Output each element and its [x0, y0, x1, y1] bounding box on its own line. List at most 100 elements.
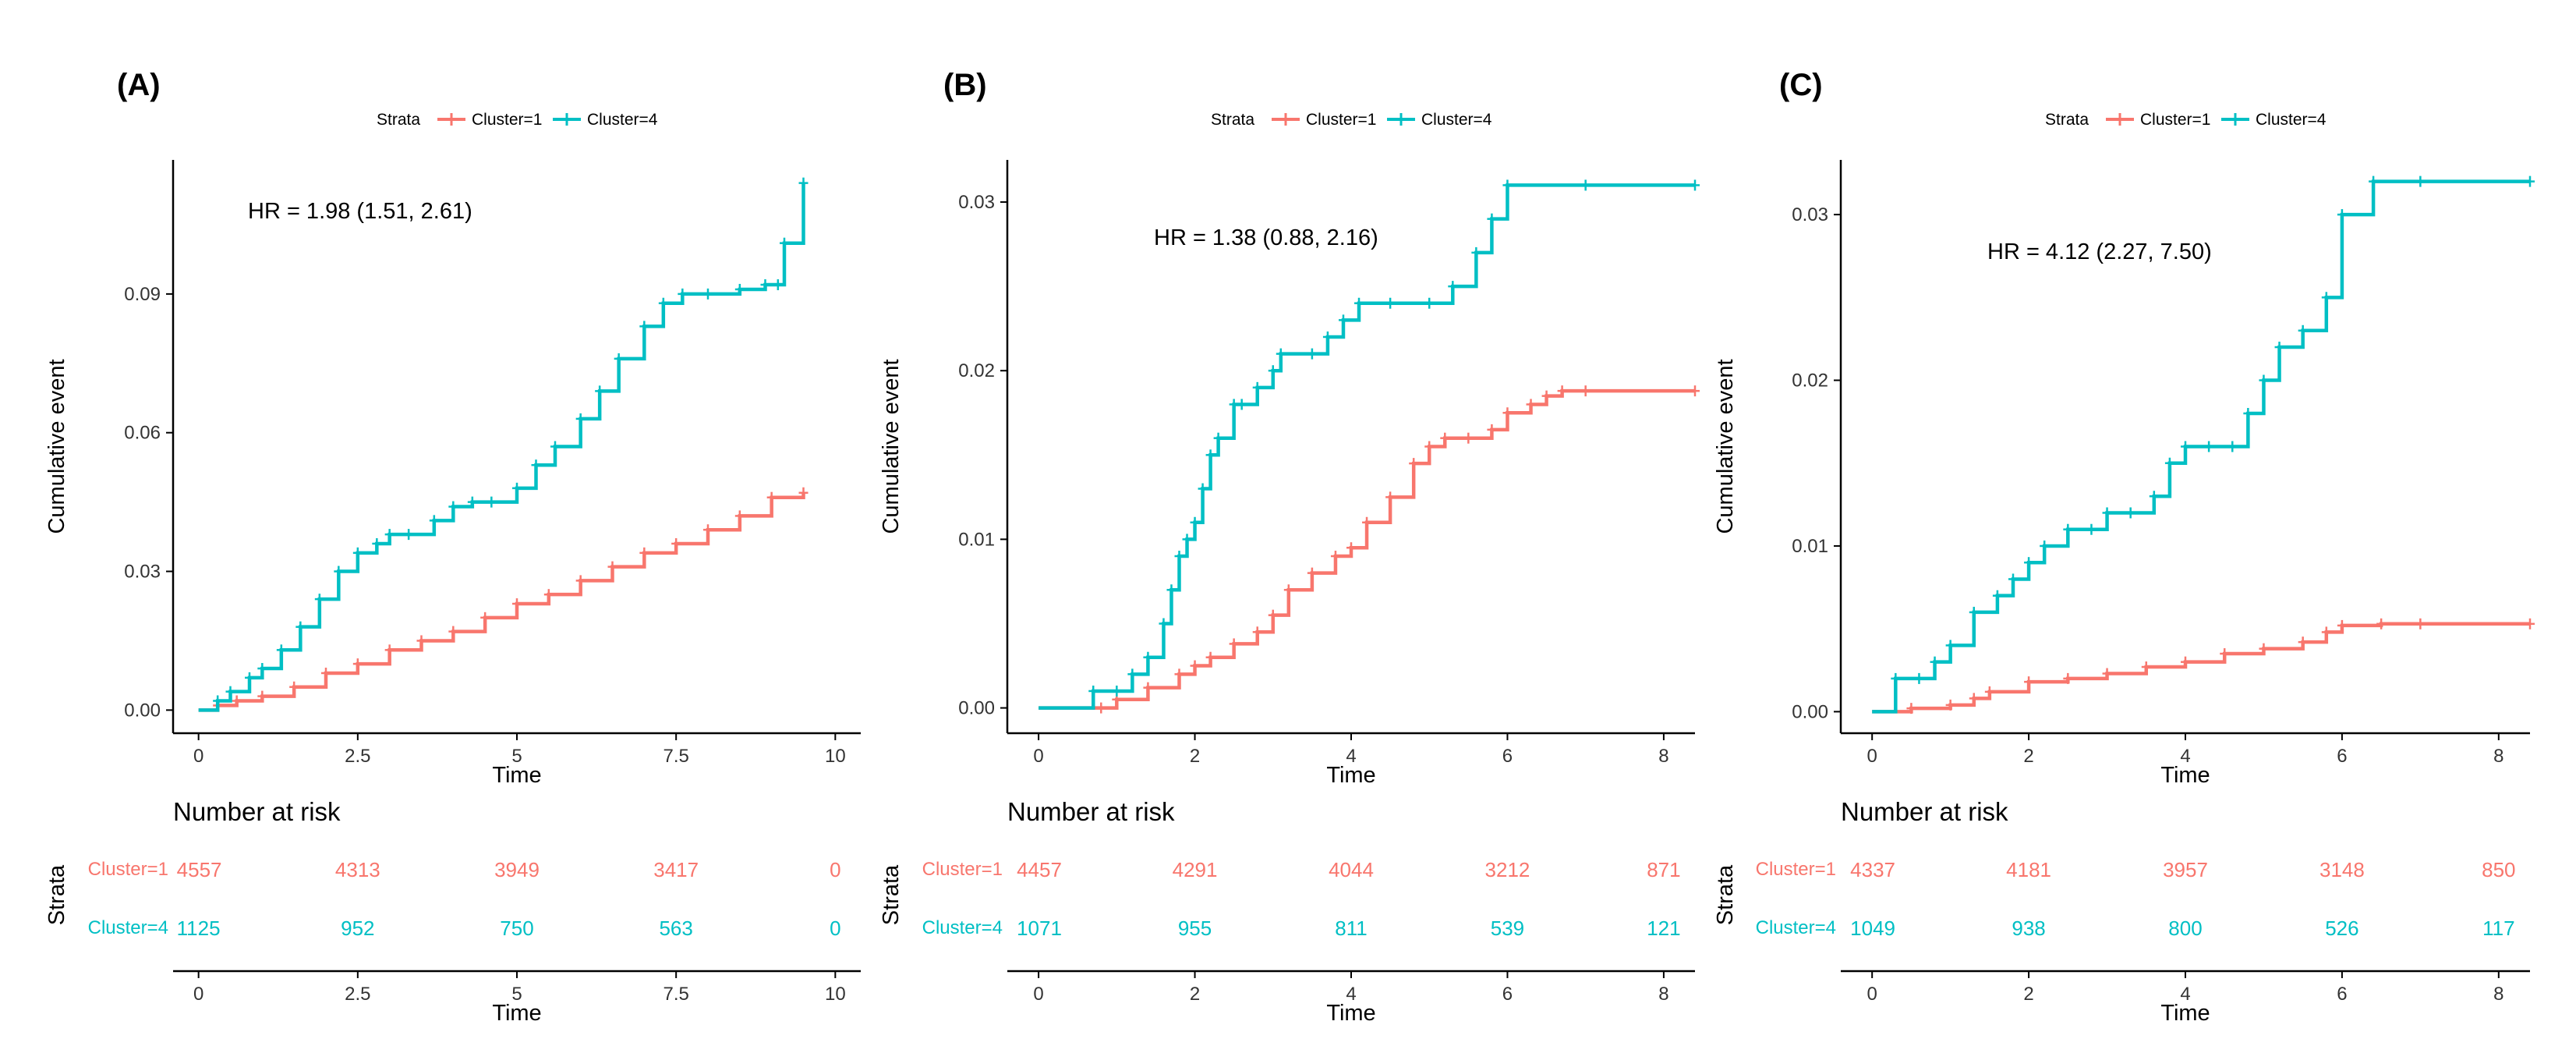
risk-count: 938 [2012, 917, 2045, 940]
x-axis-title: Time [492, 763, 541, 788]
series-cluster-1 [1872, 618, 2535, 714]
risk-x-axis-title: Time [492, 1001, 541, 1026]
legend-entry: Cluster=4 [1421, 111, 1492, 129]
survival-step-line [1039, 183, 1695, 710]
y-tick-label: 0.01 [1792, 536, 1828, 557]
x-tick-label: 2 [1190, 746, 1200, 767]
risk-count: 800 [2168, 917, 2202, 940]
risk-x-tick-label: 0 [193, 984, 203, 1005]
legend-entry: Cluster=4 [587, 111, 658, 129]
risk-x-tick-label: 0 [1867, 984, 1877, 1005]
survival-step-line [198, 492, 805, 712]
hazard-ratio-annotation: HR = 1.98 (1.51, 2.61) [248, 199, 472, 224]
y-axis-title: Cumulative event [879, 359, 904, 534]
y-axis-title: Cumulative event [44, 359, 69, 534]
risk-table-y-title: Strata [44, 864, 69, 925]
risk-x-tick-label: 4 [2180, 984, 2190, 1005]
risk-table: Number at risk Cluster=1 4337 4181 3957 3148 8… [1713, 797, 2530, 1026]
y-tick-label: 0.00 [958, 698, 995, 719]
legend: Strata Cluster=1 Cluster=4 [1211, 111, 1492, 129]
x-tick-label: 8 [1658, 746, 1668, 767]
y-tick-label: 0.09 [124, 284, 161, 305]
risk-x-tick-label: 7.5 [663, 984, 688, 1005]
risk-x-tick-label: 8 [2493, 984, 2503, 1005]
risk-row-label: Cluster=1 [922, 859, 1003, 880]
y-axis-title: Cumulative event [1713, 359, 1738, 534]
legend: Strata Cluster=1 Cluster=4 [377, 111, 658, 129]
risk-count: 563 [659, 917, 692, 940]
risk-row-label: Cluster=4 [88, 917, 168, 938]
x-tick-label: 5 [511, 746, 522, 767]
risk-count: 955 [1178, 917, 1212, 940]
x-tick-label: 8 [2493, 746, 2503, 767]
y-tick-label: 0.01 [958, 529, 995, 550]
risk-row-label: Cluster=4 [922, 917, 1003, 938]
survival-step-line [1039, 388, 1695, 710]
risk-table: Number at risk Cluster=1 4457 4291 4044 3212 8… [879, 797, 1695, 1026]
x-tick-label: 0 [1867, 746, 1877, 767]
risk-row-label: Cluster=1 [88, 859, 168, 880]
x-axis-title: Time [1326, 763, 1375, 788]
y-tick-label: 0.06 [124, 423, 161, 444]
risk-row-label: Cluster=1 [1756, 859, 1836, 880]
risk-count: 850 [2482, 858, 2515, 881]
x-tick-label: 2.5 [345, 746, 370, 767]
x-tick-label: 7.5 [663, 746, 688, 767]
risk-x-tick-label: 0 [1033, 984, 1043, 1005]
risk-count: 952 [341, 917, 374, 940]
legend-entry: Cluster=1 [472, 111, 542, 129]
risk-count: 3212 [1485, 858, 1530, 881]
risk-count: 1125 [177, 917, 221, 940]
series-cluster-4 [198, 177, 809, 712]
risk-count: 1071 [1017, 917, 1062, 940]
risk-count: 3417 [653, 858, 699, 881]
y-tick-label: 0.03 [1792, 204, 1828, 225]
legend-entry: Cluster=1 [1306, 111, 1376, 129]
risk-count: 4337 [1850, 858, 1895, 881]
series-cluster-1 [198, 487, 809, 712]
risk-count: 871 [1647, 858, 1680, 881]
x-axis-title: Time [2160, 763, 2210, 788]
risk-count: 4291 [1173, 858, 1218, 881]
panel-label: (B) [943, 68, 987, 102]
risk-table: Number at risk Cluster=1 4557 4313 3949 3417 0… [44, 797, 861, 1026]
legend-title: Strata [2045, 111, 2089, 129]
panel-label: (A) [117, 68, 161, 102]
risk-x-tick-label: 2.5 [345, 984, 370, 1005]
risk-x-tick-label: 4 [1346, 984, 1356, 1005]
risk-table-title: Number at risk [1007, 797, 1175, 826]
series-cluster-1 [1039, 385, 1700, 714]
risk-x-tick-label: 6 [2337, 984, 2347, 1005]
legend-entry: Cluster=1 [2140, 111, 2210, 129]
risk-count: 539 [1491, 917, 1524, 940]
risk-count: 4181 [2006, 858, 2051, 881]
risk-count: 1049 [1850, 917, 1895, 940]
risk-count: 3148 [2319, 858, 2365, 881]
risk-x-tick-label: 2 [2023, 984, 2033, 1005]
risk-count: 4044 [1329, 858, 1374, 881]
risk-count: 750 [500, 917, 533, 940]
risk-count: 0 [830, 858, 840, 881]
risk-x-axis-title: Time [2160, 1001, 2210, 1026]
hazard-ratio-annotation: HR = 1.38 (0.88, 2.16) [1154, 225, 1378, 250]
risk-count: 4457 [1017, 858, 1062, 881]
x-tick-label: 4 [1346, 746, 1356, 767]
x-tick-label: 10 [825, 746, 846, 767]
risk-x-tick-label: 6 [1502, 984, 1513, 1005]
risk-x-axis-title: Time [1326, 1001, 1375, 1026]
risk-count: 117 [2482, 917, 2514, 940]
risk-count: 3957 [2163, 858, 2208, 881]
risk-x-tick-label: 2 [1190, 984, 1200, 1005]
risk-table-y-title: Strata [879, 864, 904, 925]
y-tick-label: 0.00 [1792, 701, 1828, 722]
risk-x-tick-label: 5 [511, 984, 522, 1005]
legend-entry: Cluster=4 [2256, 111, 2327, 129]
x-tick-label: 6 [2337, 746, 2347, 767]
legend-title: Strata [1211, 111, 1254, 129]
y-tick-label: 0.02 [958, 360, 995, 381]
risk-count: 4557 [177, 858, 222, 881]
risk-count: 4313 [335, 858, 380, 881]
x-tick-label: 0 [193, 746, 203, 767]
legend-title: Strata [377, 111, 420, 129]
panel-label: (C) [1779, 68, 1823, 102]
